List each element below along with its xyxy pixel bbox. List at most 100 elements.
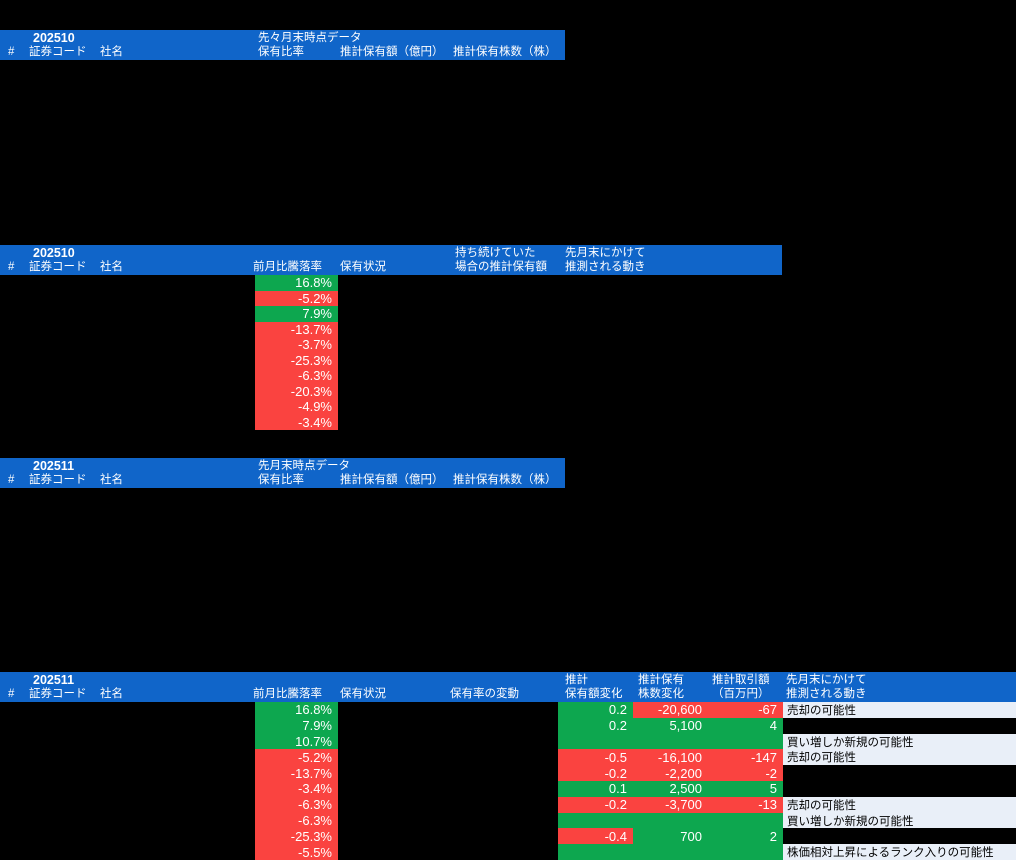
chg-cell[interactable]: -0.2 [558,796,633,813]
col-header-name: 社名 [100,474,123,486]
pct-cell[interactable]: -20.3% [255,383,338,399]
table-row: -5.5% 株価相対上昇によるランク入りの可能性 [0,844,1016,860]
shares-cell[interactable] [633,844,708,860]
shares-cell[interactable]: 2,500 [633,781,708,797]
trade-cell[interactable]: -67 [708,702,783,718]
col-header-amount: 推計保有額（億円） [340,46,444,58]
move-cell[interactable]: 買い増しか新規の可能性 [783,812,1016,829]
trade-cell[interactable] [708,844,783,860]
shares-cell[interactable]: -20,600 [633,702,708,718]
trade-cell[interactable]: -147 [708,749,783,766]
pct-cell[interactable]: -3.4% [255,781,338,797]
col-header-name: 社名 [100,261,123,273]
col-header-move-line2: 推測される動き [786,688,867,700]
table-row: -13.7% [0,321,1016,337]
table-row: -6.3% [0,368,1016,384]
chg-cell[interactable]: -0.5 [558,749,633,766]
col-header-ratio: 保有比率 [258,474,304,486]
pct-cell[interactable]: -5.2% [255,290,338,306]
col-header-trade-line2: （百万円） [712,688,770,700]
table-row: -13.7% -0.2 -2,200 -2 [0,765,1016,781]
pct-cell[interactable]: -13.7% [255,765,338,781]
col-header-pct: 前月比騰落率 [253,261,322,273]
trade-cell[interactable]: -13 [708,796,783,813]
col-header-hold-line1: 持ち続けていた [455,247,536,259]
group-label: 先月末時点データ [258,460,350,472]
trade-cell[interactable] [708,733,783,750]
move-cell[interactable]: 売却の可能性 [783,749,1016,766]
table-row: -6.3% 買い増しか新規の可能性 [0,812,1016,829]
col-header-name: 社名 [100,46,123,58]
col-header-hold-line2: 場合の推計保有額 [455,261,547,273]
chg-cell[interactable]: -0.2 [558,765,633,781]
chg-cell[interactable] [558,844,633,860]
trade-cell[interactable]: 5 [708,781,783,797]
pct-cell[interactable]: -4.9% [255,399,338,415]
shares-cell[interactable]: -3,700 [633,796,708,813]
month-label: 202511 [33,673,75,687]
pct-cell[interactable]: -25.3% [255,828,338,845]
table-row: 7.9% 0.2 5,100 4 [0,717,1016,734]
shares-cell[interactable]: 700 [633,828,708,845]
pct-cell[interactable]: -3.4% [255,414,338,430]
table-row: -6.3% -0.2 -3,700 -13 売却の可能性 [0,796,1016,813]
pct-cell[interactable]: -13.7% [255,321,338,337]
pct-cell[interactable]: 10.7% [255,733,338,750]
chg-cell[interactable] [558,812,633,829]
section-202510-snapshot-header: 202510 先々月末時点データ # 証券コード 社名 保有比率 推計保有額（億… [0,30,565,60]
move-cell[interactable]: 売却の可能性 [783,702,1016,718]
shares-cell[interactable] [633,812,708,829]
table-202510-change-rows: 16.8% -5.2% 7.9% -13.7% -3.7% -25.3% -6.3% -20.… [0,275,1016,430]
col-header-code: 証券コード [29,474,87,486]
table-row: 10.7% 買い増しか新規の可能性 [0,733,1016,750]
col-header-ratio: 保有比率 [258,46,304,58]
table-row: -20.3% [0,383,1016,399]
pct-cell[interactable]: -5.5% [255,844,338,860]
table-row: -25.3% -0.4 700 2 [0,828,1016,845]
pct-cell[interactable]: -25.3% [255,352,338,368]
table-row: -3.7% [0,337,1016,353]
col-header-move-line1: 先月末にかけて [786,674,867,686]
trade-cell[interactable]: -2 [708,765,783,781]
section-202510-change-header: 202510 持ち続けていた 先月末にかけて # 証券コード 社名 前月比騰落率… [0,245,782,275]
pct-cell[interactable]: 7.9% [255,306,338,322]
col-header-status: 保有状況 [340,688,386,700]
col-header-move-line2: 推測される動き [565,261,646,273]
shares-cell[interactable]: 5,100 [633,717,708,734]
chg-cell[interactable]: 0.1 [558,781,633,797]
pct-cell[interactable]: -3.7% [255,337,338,353]
pct-cell[interactable]: 7.9% [255,717,338,734]
pct-cell[interactable]: -5.2% [255,749,338,766]
col-header-shares-line1: 推計保有 [638,674,684,686]
chg-cell[interactable] [558,733,633,750]
table-row: -5.2% -0.5 -16,100 -147 売却の可能性 [0,749,1016,766]
col-header-pct: 前月比騰落率 [253,688,322,700]
table-row: -5.2% [0,290,1016,306]
pct-cell[interactable]: 16.8% [255,275,338,291]
table-row: -4.9% [0,399,1016,415]
col-header-amount: 推計保有額（億円） [340,474,444,486]
col-header-hash: # [8,261,15,273]
pct-cell[interactable]: -6.3% [255,796,338,813]
chg-cell[interactable]: 0.2 [558,717,633,734]
pct-cell[interactable]: -6.3% [255,368,338,384]
shares-cell[interactable]: -16,100 [633,749,708,766]
table-row: -25.3% [0,352,1016,368]
chg-cell[interactable]: 0.2 [558,702,633,718]
pct-cell[interactable]: 16.8% [255,702,338,718]
trade-cell[interactable]: 2 [708,828,783,845]
shares-cell[interactable]: -2,200 [633,765,708,781]
shares-cell[interactable] [633,733,708,750]
move-cell[interactable]: 買い増しか新規の可能性 [783,733,1016,750]
table-row: 16.8% [0,275,1016,291]
trade-cell[interactable] [708,812,783,829]
move-cell[interactable]: 売却の可能性 [783,796,1016,813]
table-row: 16.8% 0.2 -20,600 -67 売却の可能性 [0,702,1016,718]
col-header-name: 社名 [100,688,123,700]
move-cell[interactable]: 株価相対上昇によるランク入りの可能性 [783,844,1016,860]
col-header-chg-line1: 推計 [565,674,588,686]
trade-cell[interactable]: 4 [708,717,783,734]
pct-cell[interactable]: -6.3% [255,812,338,829]
chg-cell[interactable]: -0.4 [558,828,633,845]
section-202511-snapshot-header: 202511 先月末時点データ # 証券コード 社名 保有比率 推計保有額（億円… [0,458,565,488]
